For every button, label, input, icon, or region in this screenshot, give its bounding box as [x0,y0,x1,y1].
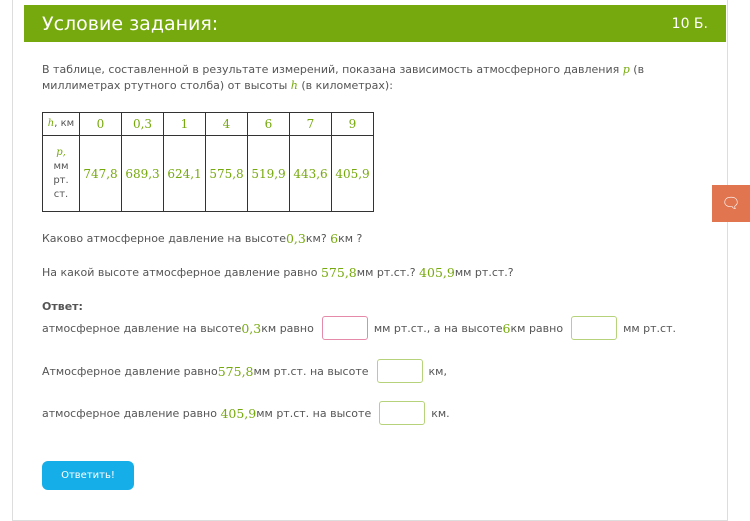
task-title: Условие задания: [42,13,219,35]
pressure-cell: 624,1 [163,135,206,212]
height-cell: 0 [79,112,122,136]
table-row-pressures: p, мм рт. ст. 747,8 689,3 624,1 575,8 519… [42,135,374,212]
answer-line-3: атмосферное давление равно 405,9 мм рт.с… [42,401,450,425]
question-2: На какой высоте атмосферное давление рав… [42,265,514,280]
var-h: h [290,79,298,92]
pressure-cell: 405,9 [331,135,374,212]
height-cell: 1 [163,112,206,136]
question-1: Каково атмосферное давление на высоте 0,… [42,231,363,246]
header-cell-p: p, мм рт. ст. [42,135,80,212]
answer-line-1: атмосферное давление на высоте 0,3 км ра… [42,316,676,340]
intro-text: (в миллиметрах ртутного столба) от высот… [42,63,645,92]
task-points: 10 Б. [671,16,708,32]
var-p: p [622,63,630,76]
chat-bubbles-icon: 🗨 [721,194,741,212]
pressure-at-6-input[interactable] [571,316,618,340]
pressure-cell: 747,8 [79,135,122,212]
feedback-button[interactable]: 🗨 [712,185,750,222]
height-cell: 0,3 [121,112,164,136]
intro-text: (в километрах): [297,79,393,92]
task-intro: В таблице, составленной в результате изм… [42,62,682,94]
pressure-cell: 443,6 [289,135,332,212]
height-cell: 4 [205,112,248,136]
header-cell-h: h, км [42,112,80,136]
height-for-405.9-input[interactable] [379,401,426,425]
answer-line-2: Атмосферное давление равно 575,8 мм рт.с… [42,359,447,383]
task-card [12,0,728,521]
pressure-cell: 689,3 [121,135,164,212]
height-cell: 9 [331,112,374,136]
height-cell: 6 [247,112,290,136]
pressure-cell: 575,8 [205,135,248,212]
submit-button[interactable]: Ответить! [42,461,134,490]
height-for-575.8-input[interactable] [376,359,423,383]
pressure-at-0.3-input[interactable] [321,316,368,340]
height-cell: 7 [289,112,332,136]
data-table: h, км 0 0,3 1 4 6 7 9 p, мм рт. ст. 747,8… [42,112,374,212]
task-header: Условие задания: 10 Б. [24,5,726,42]
pressure-cell: 519,9 [247,135,290,212]
answer-label: Ответ: [42,300,83,313]
intro-text: В таблице, составленной в результате изм… [42,63,623,76]
table-row-heights: h, км 0 0,3 1 4 6 7 9 [42,112,374,136]
